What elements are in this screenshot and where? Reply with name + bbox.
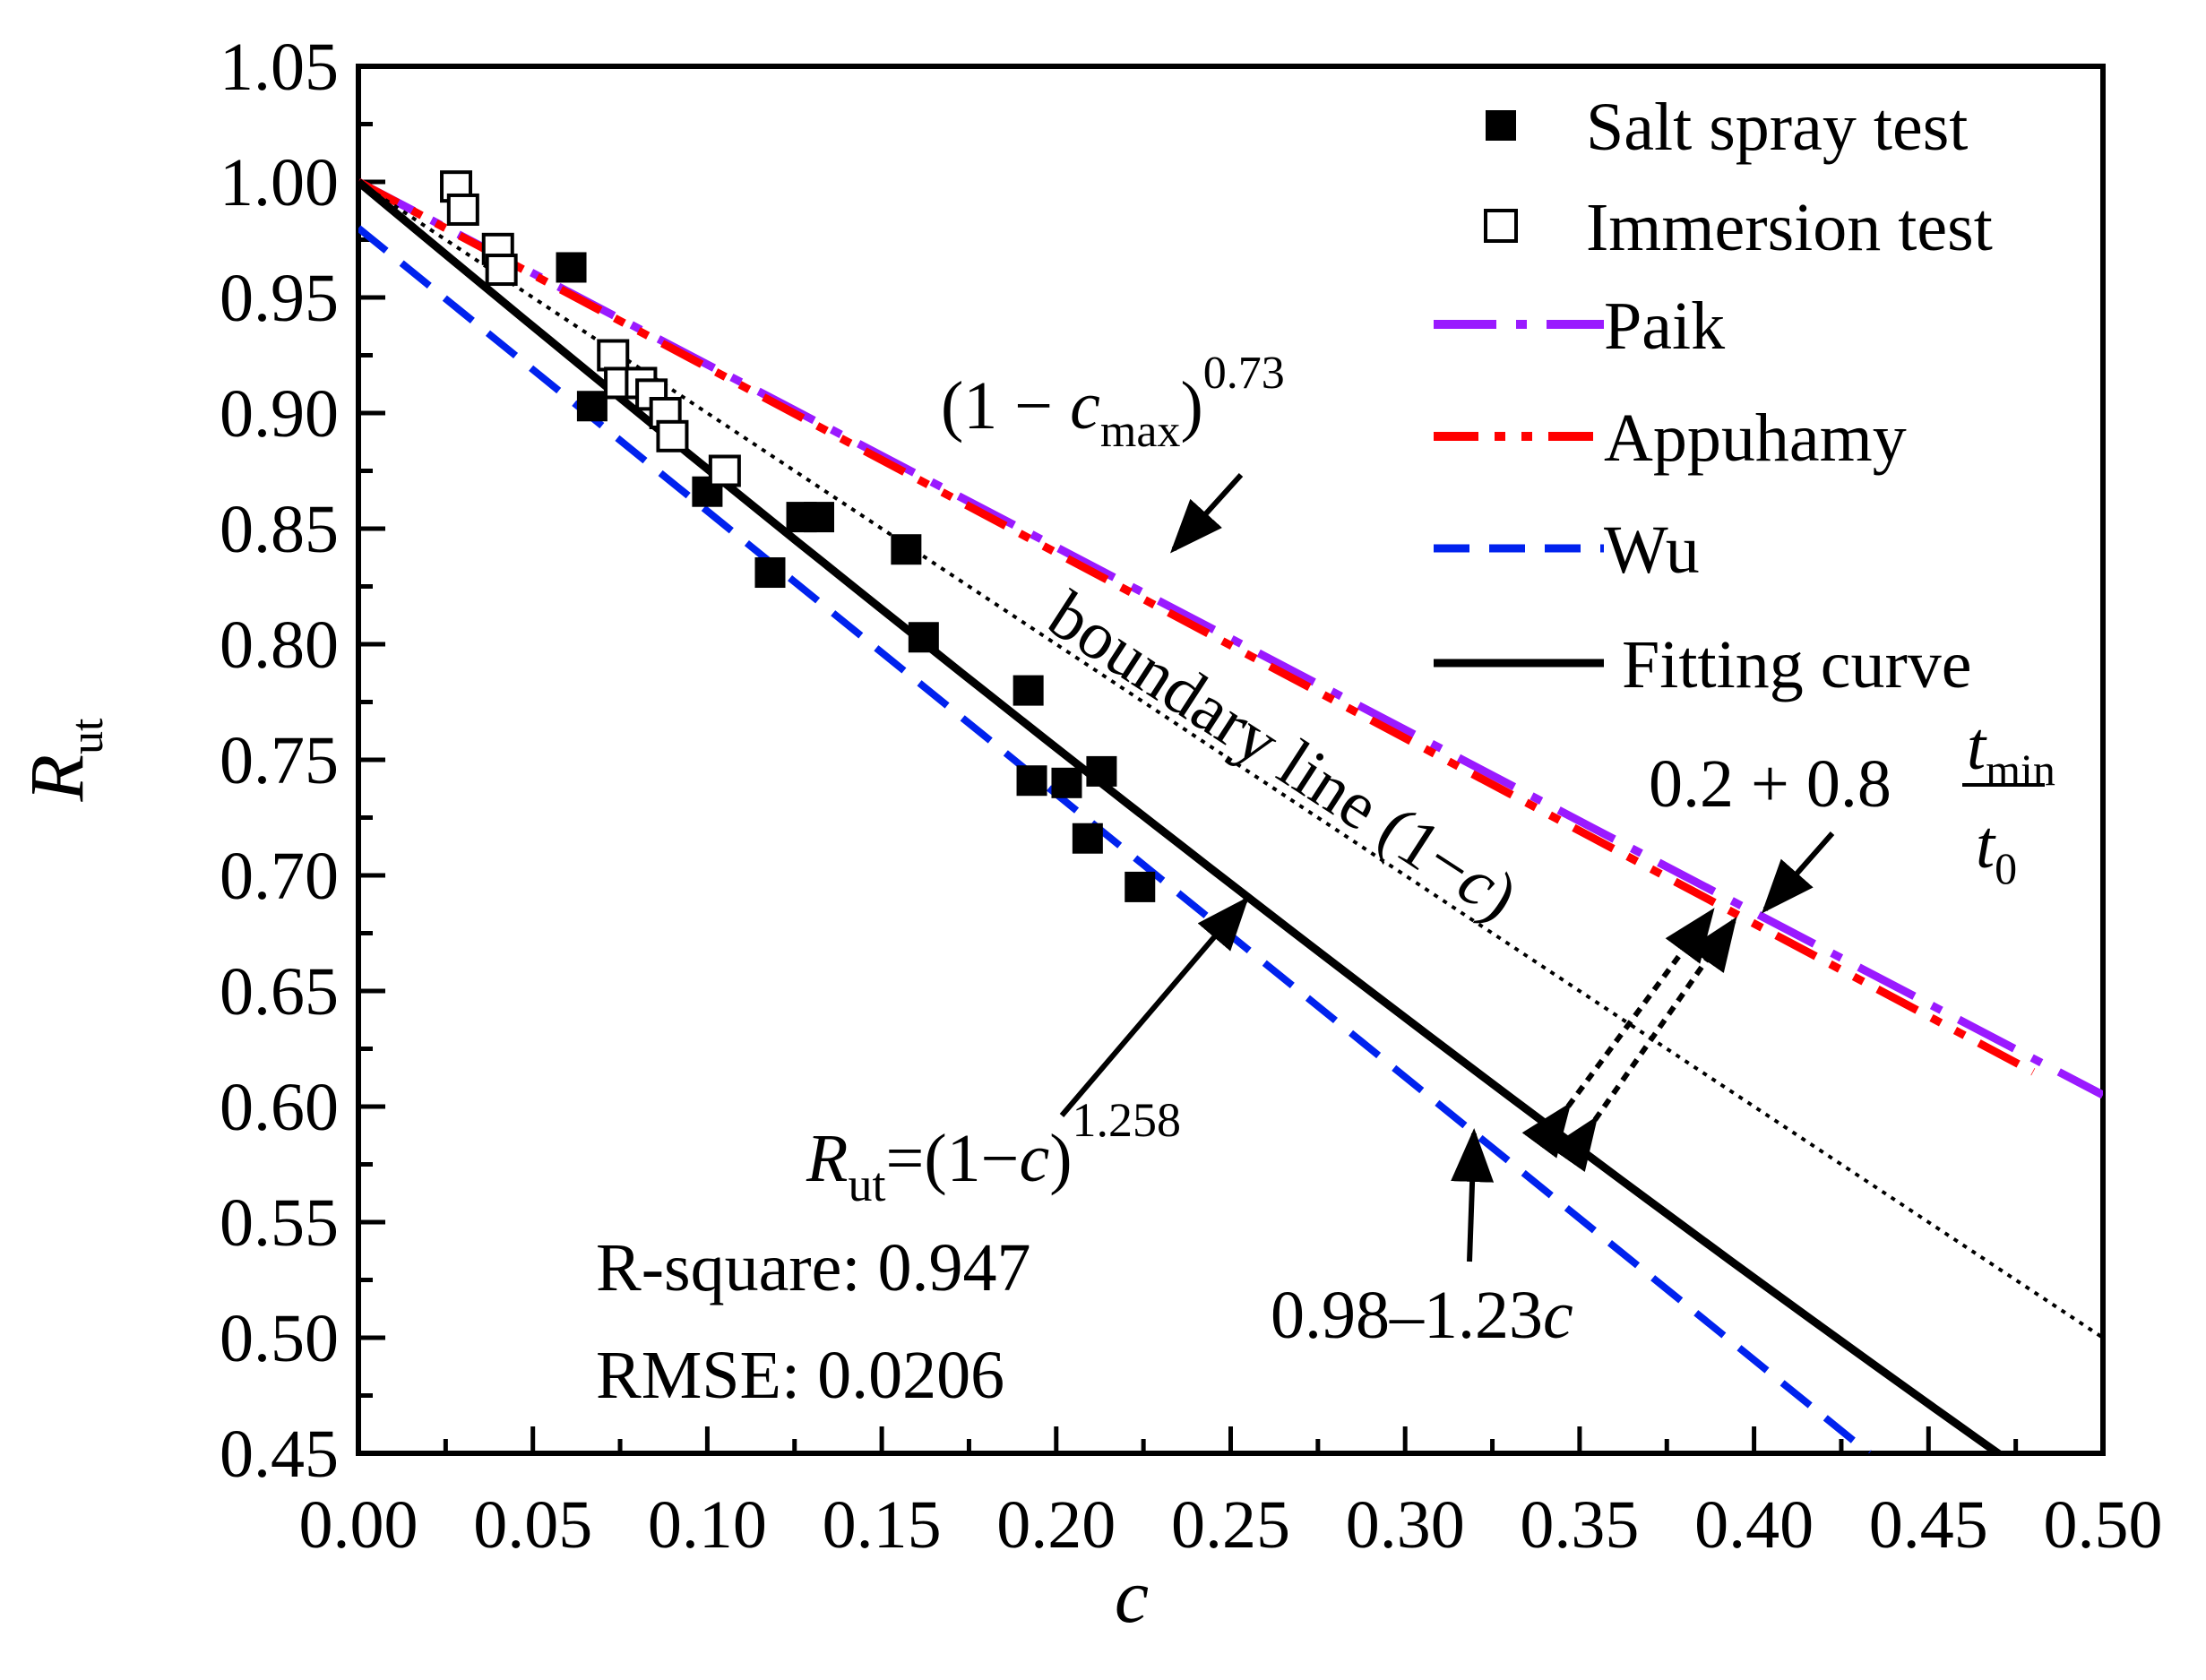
y-tick-label: 0.70	[220, 839, 339, 914]
salt-spray-test-point	[556, 252, 587, 283]
y-tick-label: 0.75	[220, 723, 339, 798]
x-tick-label: 0.40	[1694, 1487, 1814, 1563]
legend-salt-spray-test-marker	[1486, 110, 1516, 141]
gap-arrow-b	[1549, 917, 1737, 1173]
salt-spray-test-point	[804, 502, 835, 533]
immersion-test-point	[708, 454, 741, 487]
immersion-test-point	[597, 339, 630, 372]
salt-spray-test-point	[754, 557, 786, 589]
x-tick-label: 0.45	[1869, 1487, 1988, 1563]
x-tick-label: 0.50	[2044, 1487, 2163, 1563]
wu-arrow	[1451, 1128, 1495, 1262]
x-tick-label: 0.35	[1520, 1487, 1639, 1563]
legend-salt-spray-test-label: Salt spray test	[1586, 90, 1968, 165]
x-tick-label: 0.25	[1171, 1487, 1290, 1563]
x-tick-label: 0.20	[996, 1487, 1116, 1563]
wu-formula: 0.98–1.23c	[1271, 1278, 1573, 1353]
y-axis-title: Rut	[13, 718, 113, 803]
appuhamy-line	[358, 178, 2036, 1076]
cmax-arrow	[1169, 472, 1244, 554]
legend-paik-label: Paik	[1604, 289, 1725, 364]
series-lines	[358, 178, 2103, 1453]
immersion-test-point	[446, 193, 479, 226]
salt-spray-test-point	[891, 534, 922, 565]
svg-text:tmin: tmin	[1967, 709, 2055, 795]
salt-spray-test-point	[1051, 767, 1082, 798]
fitting-curve-line	[358, 178, 2005, 1453]
salt-spray-test-point	[1086, 755, 1117, 787]
salt-spray-test-point	[576, 391, 608, 422]
salt-spray-test-point	[1016, 765, 1047, 797]
legend: Salt spray test Immersion test Paik Appuham…	[1434, 90, 1993, 702]
gap-arrow-a	[1521, 908, 1715, 1159]
legend-immersion-test-marker	[1484, 209, 1518, 243]
x-tick-label: 0.10	[648, 1487, 767, 1563]
y-tick-label: 0.95	[220, 261, 339, 336]
salt-spray-test-point	[1125, 871, 1156, 902]
tmin-arrow	[1762, 831, 1835, 914]
legend-appuhamy-label: Appuhamy	[1604, 401, 1907, 476]
salt-spray-test-point	[1013, 675, 1044, 706]
y-tick-label: 0.50	[220, 1301, 339, 1376]
tmin-formula: 0.2 + 0.8 tmin t0	[1649, 709, 2055, 893]
boundary-line-line	[358, 180, 2103, 1340]
salt-spray-test-point	[908, 622, 939, 653]
y-tick-label: 1.00	[220, 145, 339, 220]
x-axis-title: c	[1115, 1553, 1149, 1639]
x-tick-label: 0.05	[473, 1487, 592, 1563]
y-tick-label: 0.55	[220, 1185, 339, 1261]
x-tick-label: 0.30	[1346, 1487, 1465, 1563]
y-tick-label: 0.65	[220, 954, 339, 1030]
immersion-test-point	[656, 419, 689, 452]
fit-formula: Rut=(1−c)1.258	[806, 1093, 1181, 1211]
boundary-label: boundary line (1−c)	[1036, 577, 1531, 935]
y-tick-label: 0.80	[220, 607, 339, 683]
immersion-test-point	[485, 254, 518, 287]
x-axis: 0.00 0.05 0.10 0.15 0.20 0.25 0.30 0.35 0.40 0.45…	[299, 1426, 2163, 1563]
salt-spray-test-point	[1072, 823, 1103, 854]
annotation-arrows	[1059, 472, 1835, 1262]
y-tick-label: 0.85	[220, 492, 339, 567]
wu-line	[358, 225, 1872, 1453]
svg-text:t0: t0	[1976, 807, 2017, 893]
y-tick-label: 1.05	[220, 30, 339, 105]
y-tick-label: 0.45	[220, 1417, 339, 1492]
x-tick-label: 0.15	[823, 1487, 942, 1563]
cmax-formula: (1 − cmax)0.73	[941, 348, 1285, 457]
series-points	[440, 170, 1156, 902]
x-tick-label: 0.00	[299, 1487, 418, 1563]
r-square-label: R-square: 0.947	[596, 1230, 1030, 1305]
y-axis: 0.45 0.50 0.55 0.60 0.65 0.70 0.75 0.80 0.85 0.90…	[220, 30, 385, 1492]
legend-fitting-curve-label: Fitting curve	[1622, 627, 1972, 702]
legend-wu-label: Wu	[1604, 513, 1700, 588]
rmse-label: RMSE: 0.0206	[596, 1338, 1004, 1413]
y-tick-label: 0.60	[220, 1070, 339, 1145]
legend-immersion-test-label: Immersion test	[1586, 190, 1993, 265]
svg-text:0.2 + 0.8: 0.2 + 0.8	[1649, 746, 1891, 822]
y-tick-label: 0.90	[220, 376, 339, 452]
fit-arrow	[1059, 896, 1249, 1117]
paik-line	[358, 178, 2103, 1099]
